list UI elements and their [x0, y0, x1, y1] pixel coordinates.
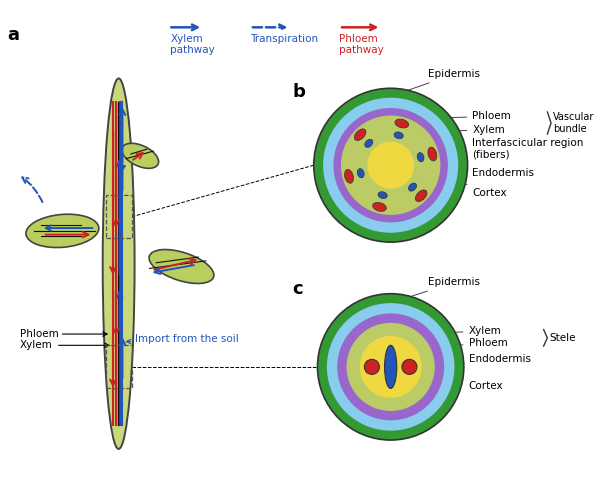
Text: Xylem: Xylem: [401, 326, 501, 336]
Bar: [106, 346, 132, 388]
Text: Vascular
bundle: Vascular bundle: [553, 112, 595, 134]
Circle shape: [364, 359, 379, 374]
Ellipse shape: [103, 79, 134, 449]
Text: Interfascicular region
(fibers): Interfascicular region (fibers): [410, 138, 584, 159]
Circle shape: [337, 313, 444, 420]
Text: Cortex: Cortex: [452, 377, 503, 390]
Text: Phloem: Phloem: [426, 111, 511, 122]
Circle shape: [402, 359, 417, 374]
Text: Transpiration: Transpiration: [250, 34, 318, 44]
Ellipse shape: [417, 153, 424, 162]
Ellipse shape: [428, 147, 437, 161]
Ellipse shape: [395, 119, 409, 128]
Ellipse shape: [355, 129, 366, 141]
Circle shape: [341, 116, 440, 215]
Text: Epidermis: Epidermis: [403, 69, 480, 92]
Ellipse shape: [409, 183, 416, 191]
Text: c: c: [292, 280, 303, 298]
Text: Stele: Stele: [549, 333, 575, 343]
Ellipse shape: [149, 249, 214, 284]
Circle shape: [360, 336, 422, 398]
Ellipse shape: [394, 132, 403, 139]
Text: Endodermis: Endodermis: [444, 354, 530, 365]
Ellipse shape: [415, 190, 427, 202]
Circle shape: [334, 108, 448, 223]
Ellipse shape: [26, 214, 99, 247]
Circle shape: [323, 98, 458, 233]
Text: b: b: [292, 82, 305, 101]
Ellipse shape: [344, 169, 353, 183]
Circle shape: [367, 142, 414, 189]
Ellipse shape: [122, 143, 158, 168]
Circle shape: [327, 303, 454, 431]
Circle shape: [317, 294, 464, 440]
Text: Phloem
pathway: Phloem pathway: [339, 34, 384, 56]
Text: Cortex: Cortex: [456, 180, 507, 198]
Circle shape: [347, 323, 435, 411]
Text: Endodermis: Endodermis: [448, 168, 534, 178]
Text: Phloem: Phloem: [20, 329, 59, 339]
Text: a: a: [7, 26, 19, 44]
Text: Import from the soil: Import from the soil: [134, 334, 238, 344]
Text: Xylem: Xylem: [20, 340, 53, 350]
Ellipse shape: [385, 346, 397, 388]
Text: Xylem
pathway: Xylem pathway: [170, 34, 215, 56]
Ellipse shape: [358, 169, 364, 178]
Circle shape: [314, 88, 467, 242]
Bar: [106, 195, 132, 238]
Text: Epidermis: Epidermis: [407, 278, 480, 298]
Text: Xylem: Xylem: [420, 124, 505, 135]
Ellipse shape: [365, 139, 373, 147]
Text: Phloem: Phloem: [410, 339, 507, 348]
Ellipse shape: [373, 203, 386, 211]
Ellipse shape: [378, 192, 387, 199]
